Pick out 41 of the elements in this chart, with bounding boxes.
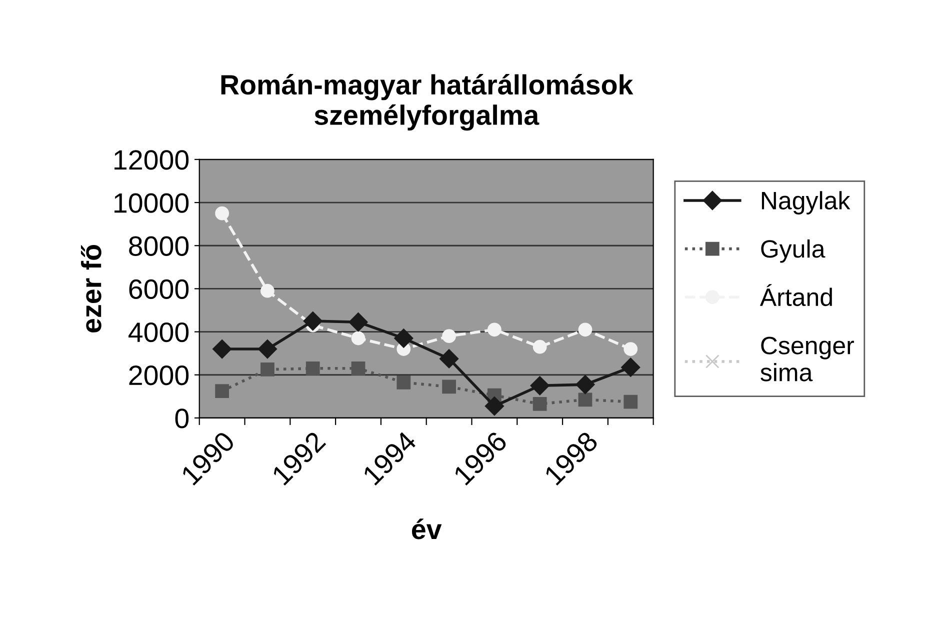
point	[532, 340, 547, 354]
point	[394, 328, 414, 348]
legend-label: Ártand	[760, 284, 832, 306]
point	[621, 358, 640, 377]
y-tick-label: 4000	[128, 322, 189, 342]
point	[442, 380, 456, 394]
point	[484, 396, 504, 416]
point	[260, 362, 274, 376]
point	[351, 361, 366, 376]
x-axis-title: év	[412, 518, 442, 540]
point	[624, 394, 638, 409]
point	[215, 384, 230, 398]
point	[440, 349, 459, 368]
point	[442, 329, 456, 344]
point	[578, 392, 592, 407]
point	[260, 284, 274, 298]
legend-label: Nagylak	[762, 191, 850, 214]
y-tick-label: 0	[175, 408, 189, 428]
legend-label: Csenger sima	[760, 336, 854, 382]
point	[624, 342, 638, 356]
y-tick-label: 12000	[114, 150, 189, 170]
point	[578, 322, 592, 337]
point	[258, 339, 277, 359]
y-tick-label: 10000	[114, 193, 189, 213]
y-tick-label: 8000	[129, 236, 189, 256]
legend-label: Gyula	[761, 239, 826, 263]
y-tick-label: 6000	[129, 279, 189, 300]
point	[530, 376, 550, 396]
point	[351, 331, 366, 346]
y-axis-title: ezer fő	[80, 245, 102, 332]
point	[532, 397, 547, 411]
point	[215, 206, 230, 220]
point	[212, 339, 232, 359]
point	[487, 322, 502, 337]
point	[348, 312, 368, 332]
chart-title: Román-magyar határállomások személyforgalma	[221, 74, 634, 131]
point	[576, 375, 595, 394]
y-tick-label: 2000	[129, 366, 189, 386]
point	[306, 361, 320, 376]
point	[303, 311, 322, 331]
point	[396, 375, 411, 390]
